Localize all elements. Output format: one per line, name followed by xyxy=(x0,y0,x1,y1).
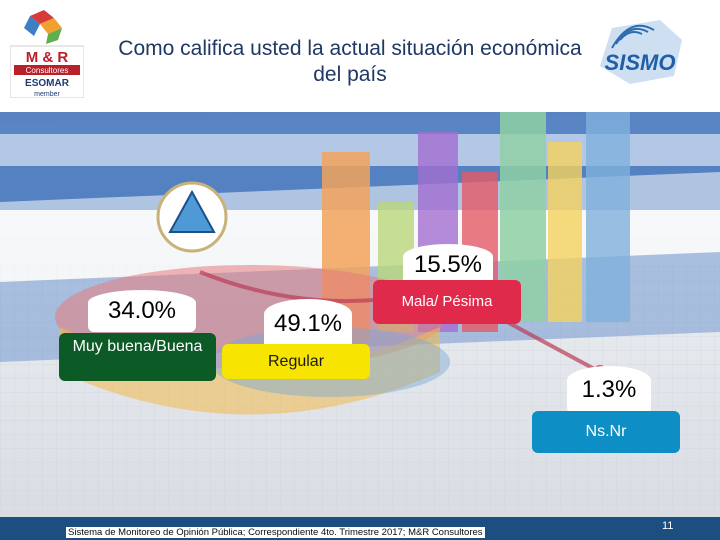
sismo-logo: SISMO xyxy=(590,18,690,92)
slide-title: Como califica usted la actual situación … xyxy=(118,37,582,86)
page-number: 11 xyxy=(662,520,674,532)
mr-logo-line3: ESOMAR xyxy=(25,78,70,89)
category-label-mala-pesima: Mala/ Pésima xyxy=(373,280,521,324)
category-label-regular: Regular xyxy=(222,344,370,379)
mr-consultores-logo: M & R Consultores ESOMAR member xyxy=(9,10,85,99)
data-label-muy-buena: 34.0% xyxy=(88,290,196,332)
sismo-logo-text: SISMO xyxy=(605,50,676,75)
mr-logo-line2: Consultores xyxy=(26,66,69,75)
mr-logo-line4: member xyxy=(34,91,60,98)
mr-logo-graphic: M & R Consultores ESOMAR member xyxy=(9,10,85,99)
category-label-muy-buena: Muy buena/Buena xyxy=(59,333,216,381)
sismo-logo-graphic: SISMO xyxy=(600,20,682,84)
data-label-ns-nr: 1.3% xyxy=(567,366,651,414)
mr-logo-line1: M & R xyxy=(26,49,69,66)
header xyxy=(0,0,720,112)
data-label-mala-pesima: 15.5% xyxy=(403,244,493,286)
category-label-ns-nr: Ns.Nr xyxy=(532,411,680,453)
footer-text: Sistema de Monitoreo de Opinión Pública;… xyxy=(66,527,485,538)
data-label-regular: 49.1% xyxy=(264,299,352,349)
